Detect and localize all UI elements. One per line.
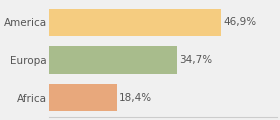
Text: 18,4%: 18,4%	[119, 93, 152, 103]
Bar	[49, 84, 117, 111]
Bar	[49, 46, 176, 74]
Text: 34,7%: 34,7%	[179, 55, 212, 65]
Bar	[49, 9, 221, 36]
Text: 46,9%: 46,9%	[223, 17, 256, 27]
